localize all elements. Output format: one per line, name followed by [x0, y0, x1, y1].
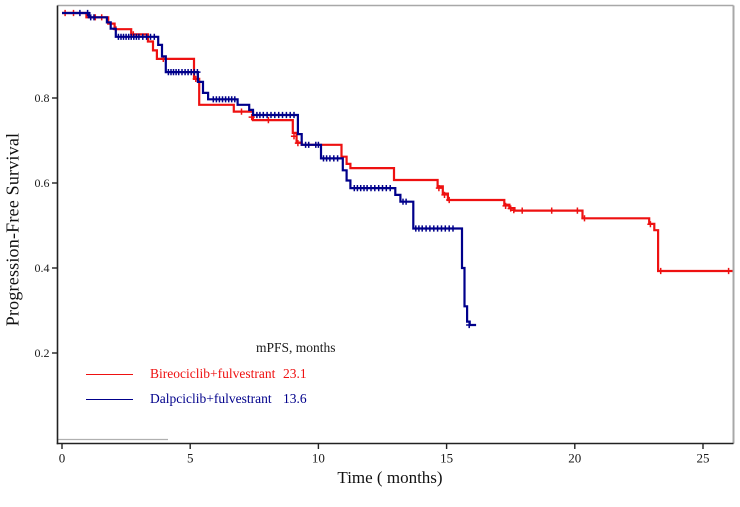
km-curve-dalpciclib-fulvestrant	[62, 11, 477, 327]
censor-marks-dalpciclib-fulvestrant	[76, 9, 473, 329]
x-tick-label: 15	[440, 451, 453, 466]
x-tick-label: 25	[697, 451, 710, 466]
y-tick-label: 0.6	[35, 176, 50, 190]
y-tick-label: 0.4	[35, 261, 50, 275]
y-tick-label: 0.2	[35, 346, 50, 360]
x-tick-label: 0	[59, 451, 66, 466]
x-tick-label: 5	[187, 451, 194, 466]
x-tick-label: 20	[568, 451, 581, 466]
x-tick-label: 10	[312, 451, 325, 466]
x-axis-label: Time ( months)	[337, 468, 443, 487]
y-tick-label: 0.8	[35, 91, 50, 105]
